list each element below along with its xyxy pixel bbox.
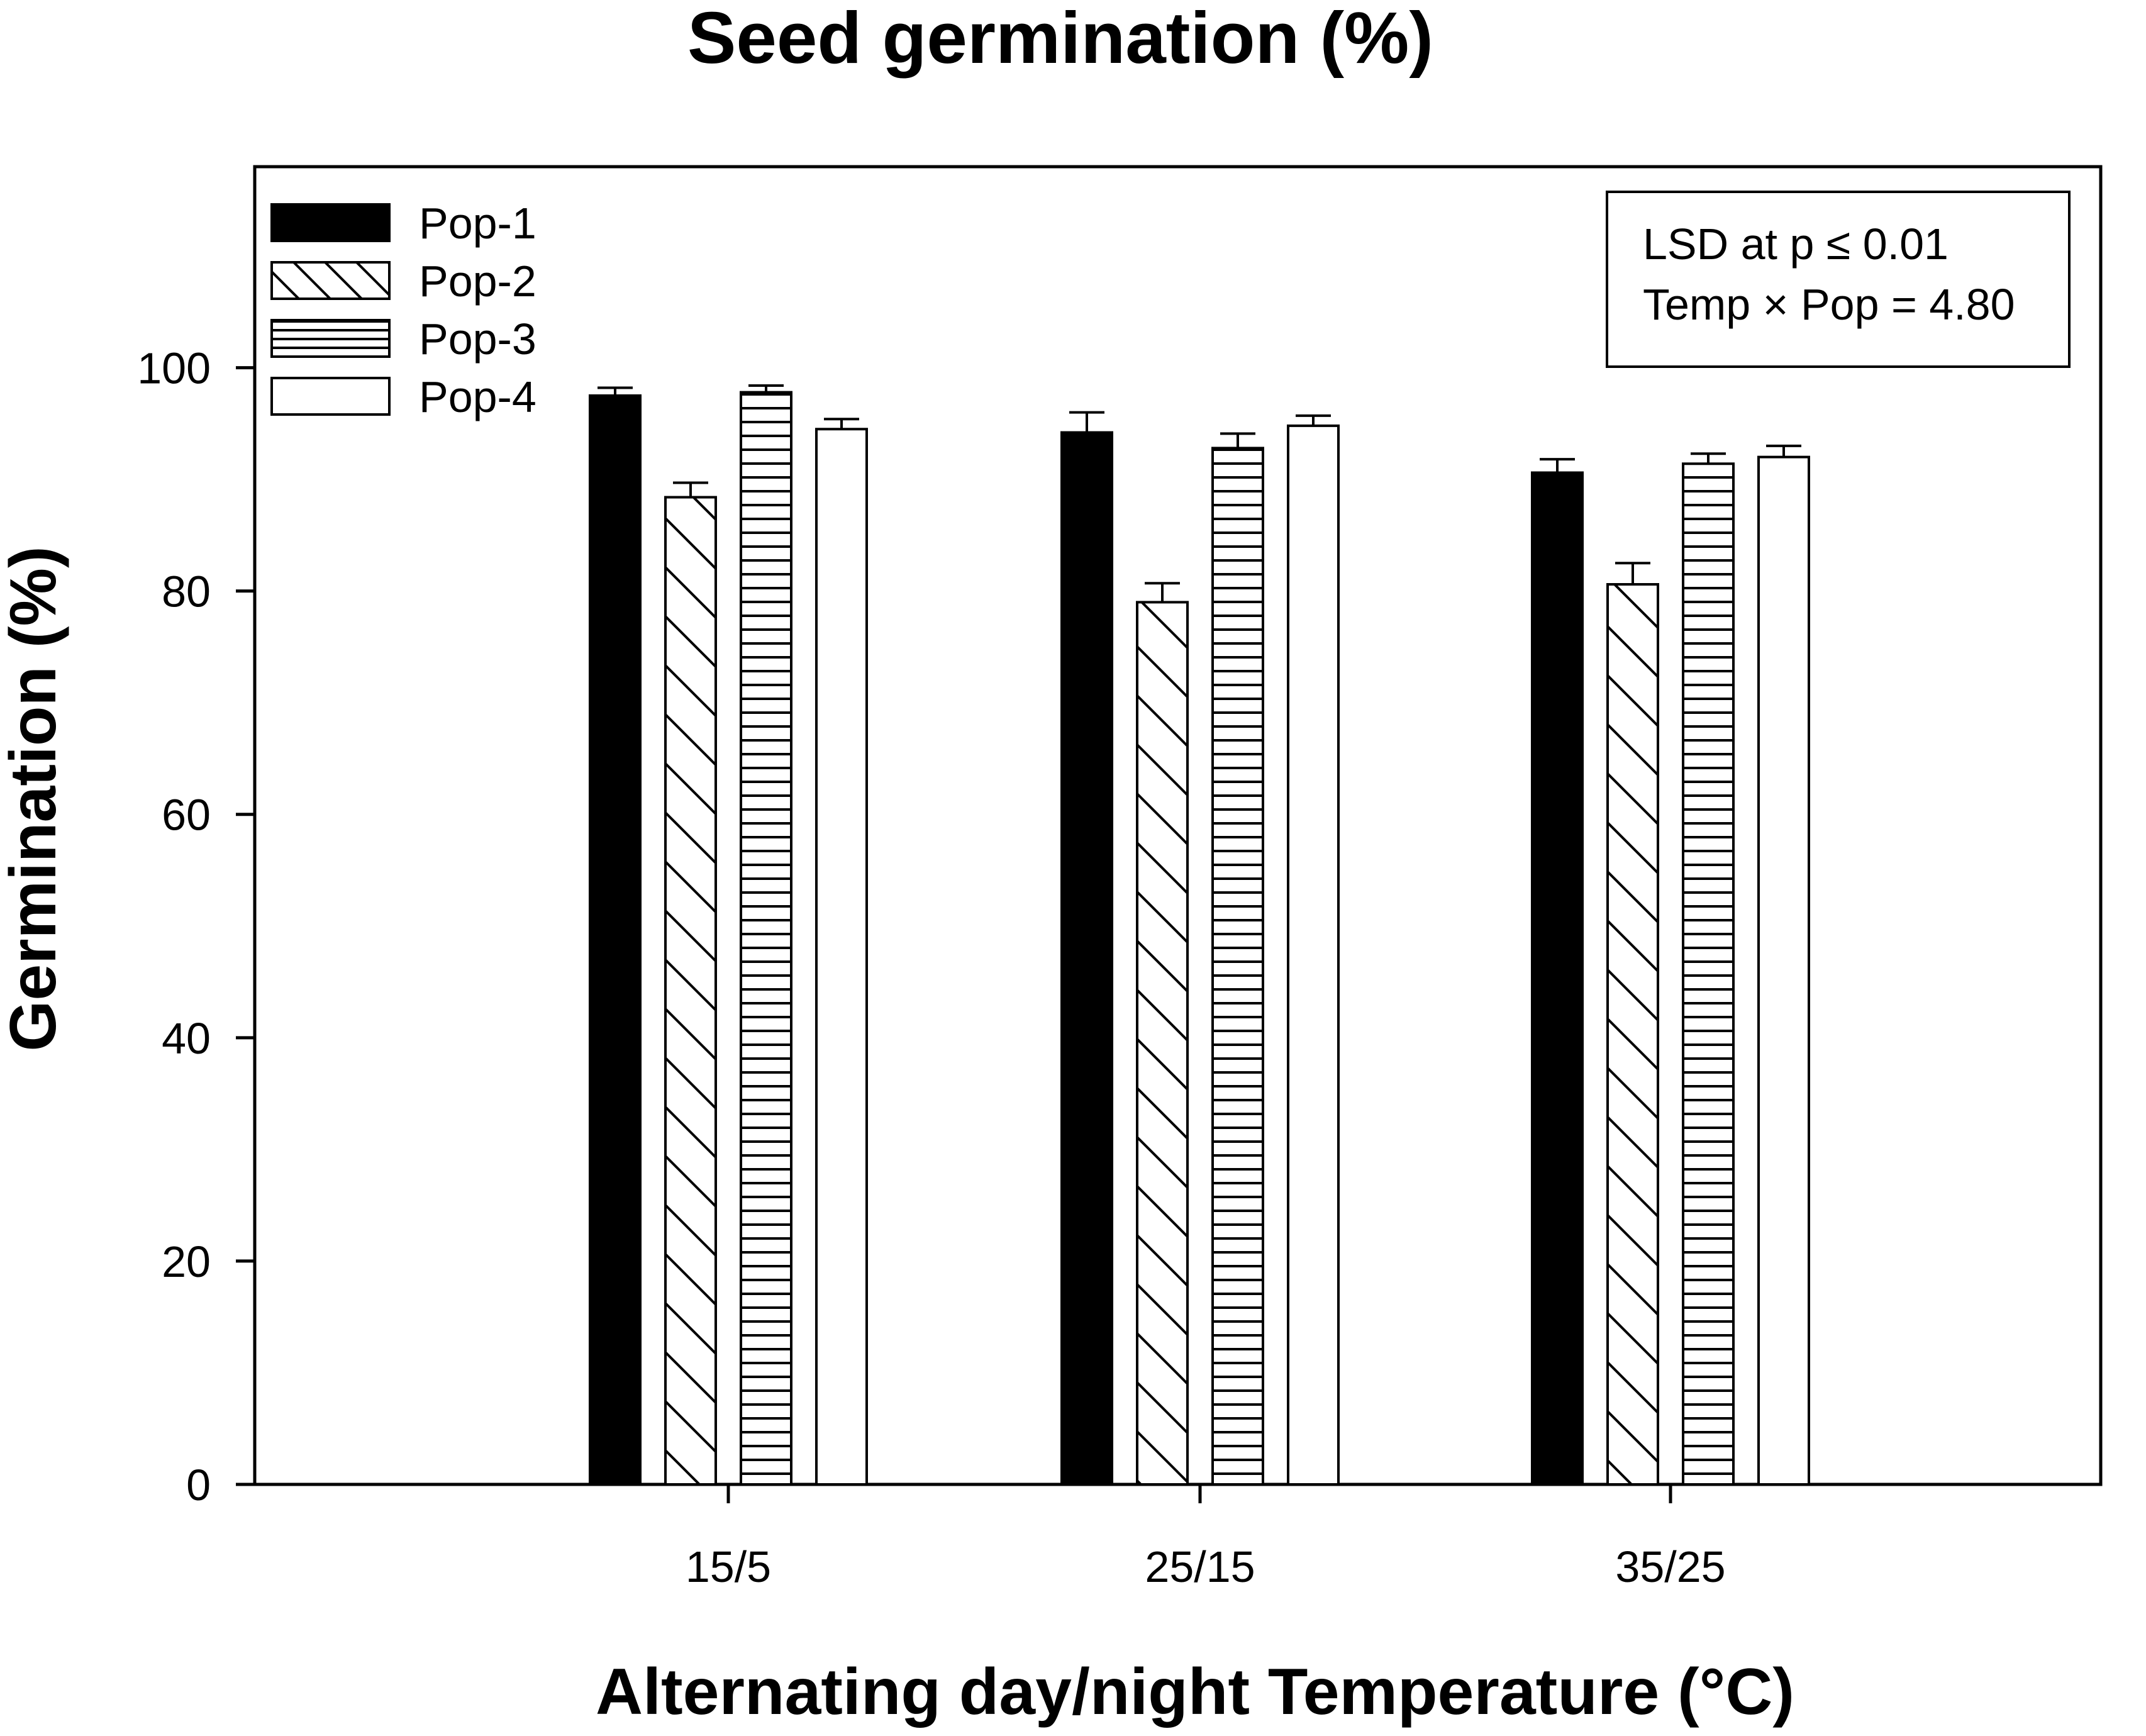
x-tick-label: 15/5 (686, 1542, 771, 1591)
legend-swatch-pop-1 (270, 203, 391, 242)
legend: Pop-1 Pop-2 Pop-3 Pop-4 (270, 199, 536, 421)
y-axis: 0 20 40 60 80 100 (137, 344, 255, 1510)
legend-label-pop-1: Pop-1 (419, 199, 536, 248)
x-axis: 15/5 25/15 35/25 (686, 1484, 1726, 1591)
bars (589, 391, 1810, 1486)
legend-label-pop-3: Pop-3 (419, 314, 536, 364)
chart-title: Seed germination (%) (687, 0, 1433, 79)
y-tick-label: 20 (162, 1237, 211, 1286)
y-tick-label: 0 (186, 1461, 211, 1510)
y-tick-label: 60 (162, 791, 211, 840)
y-tick-label: 40 (162, 1014, 211, 1063)
x-tick-label: 35/25 (1615, 1542, 1725, 1591)
lsd-annotation-line-1: LSD at p ≤ 0.01 (1643, 220, 1949, 269)
lsd-annotation-frame (1606, 191, 2071, 368)
legend-label-pop-2: Pop-2 (419, 257, 536, 306)
y-tick-label: 80 (162, 567, 211, 616)
bar-pop-2 (1136, 601, 1189, 1486)
y-tick-label: 100 (137, 344, 211, 393)
x-axis-label: Alternating day/night Temperature (°C) (596, 1655, 1794, 1728)
bar-pop-1 (1060, 431, 1113, 1486)
lsd-annotation-line-2: Temp × Pop = 4.80 (1643, 280, 2015, 329)
bar-pop-3 (1682, 462, 1735, 1486)
bar-pop-4 (1287, 424, 1340, 1486)
bar-pop-4 (815, 428, 868, 1486)
bar-pop-1 (1531, 471, 1584, 1486)
error-bars (598, 384, 1801, 603)
bar-pop-3 (1211, 447, 1264, 1486)
x-tick-label: 25/15 (1145, 1542, 1255, 1591)
bar-pop-4 (1757, 455, 1810, 1486)
legend-swatch-pop-4 (270, 377, 391, 416)
bar-pop-3 (740, 391, 792, 1486)
bar-pop-2 (1606, 583, 1659, 1486)
legend-label-pop-4: Pop-4 (419, 372, 536, 421)
bar-pop-2 (664, 496, 717, 1486)
lsd-annotation-box: LSD at p ≤ 0.01 Temp × Pop = 4.80 (1606, 191, 2071, 368)
bar-pop-1 (589, 394, 642, 1486)
legend-swatch-pop-2 (270, 261, 391, 300)
y-axis-label: Germination (%) (0, 546, 70, 1051)
legend-swatch-pop-3 (270, 319, 391, 358)
